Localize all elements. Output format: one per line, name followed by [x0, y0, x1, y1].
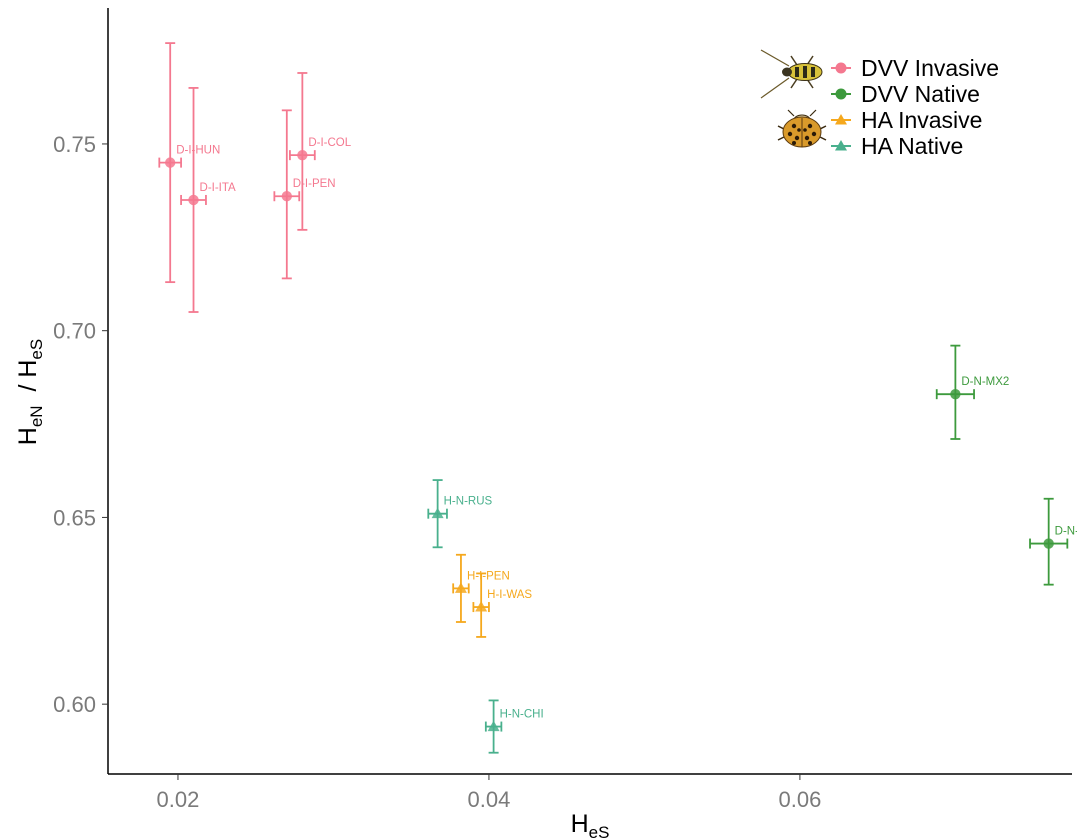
legend-marker: [835, 114, 847, 125]
series-ha-native: H-N-RUS H-N-CHI: [427, 479, 544, 754]
cucumber-beetle-icon: [760, 49, 823, 99]
data-point: [1043, 538, 1054, 549]
legend-label: DVV Native: [861, 81, 980, 107]
series-ha-invasive: H-I-PEN H-I-WAS: [452, 553, 532, 638]
legend-entry: HA Native: [831, 133, 963, 159]
x-tick-label: 0.06: [778, 787, 821, 812]
point-label: D-I-ITA: [200, 182, 237, 194]
point-label: H-I-PEN: [467, 570, 510, 582]
legend-entry: DVV Native: [831, 81, 980, 107]
data-point: [297, 149, 308, 161]
data-point: [950, 388, 961, 400]
data-points: D-I-HUND-I-ITAD-I-COLD-I-PEND-N-MX2D-N-M…: [158, 42, 1077, 754]
data-point: [431, 507, 444, 519]
x-tick-label: 0.02: [157, 787, 200, 812]
point-label: H-I-WAS: [487, 589, 532, 601]
ladybird-beetle-icon: [777, 109, 827, 148]
y-tick-label: 0.75: [53, 132, 96, 157]
point-label: H-N-CHI: [500, 709, 544, 721]
data-point: [164, 157, 176, 168]
legend-label: HA Native: [861, 133, 963, 159]
data-point: [475, 601, 488, 612]
x-axis-title: HeS: [571, 810, 610, 838]
legend-entry: HA Invasive: [831, 107, 982, 133]
y-tick-label: 0.65: [53, 505, 96, 530]
series-dvv-native: D-N-MX2 D-N-MX1: [935, 344, 1077, 586]
point-label: D-I-COL: [308, 137, 351, 149]
legend-label: DVV Invasive: [861, 55, 999, 81]
point-label: D-I-HUN: [176, 145, 220, 157]
ticks: 0.02 0.04 0.06 0.60 0.65 0.70 0.75: [53, 132, 821, 812]
data-point: [454, 582, 467, 593]
series-dvv-invasive: D-I-HUN D-I-ITA D-I-COL D-I-PEN: [158, 42, 352, 313]
legend-label: HA Invasive: [861, 107, 982, 133]
y-axis-title: HeN / HeS: [14, 339, 46, 445]
point-label: D-N-MX1: [1055, 526, 1077, 538]
y-tick-label: 0.60: [53, 692, 96, 717]
data-point: [487, 720, 500, 732]
y-tick-label: 0.70: [53, 319, 96, 344]
point-label: D-I-PEN: [293, 178, 336, 190]
legend-marker: [835, 140, 847, 151]
legend-marker: [835, 62, 847, 74]
x-tick-label: 0.04: [468, 787, 511, 812]
legend-marker: [835, 88, 847, 100]
legend-entry: DVV Invasive: [831, 55, 999, 81]
axes: [107, 8, 1072, 775]
point-label: H-N-RUS: [444, 496, 493, 508]
data-point: [281, 191, 293, 202]
point-label: D-N-MX2: [961, 376, 1009, 388]
data-point: [188, 194, 199, 206]
